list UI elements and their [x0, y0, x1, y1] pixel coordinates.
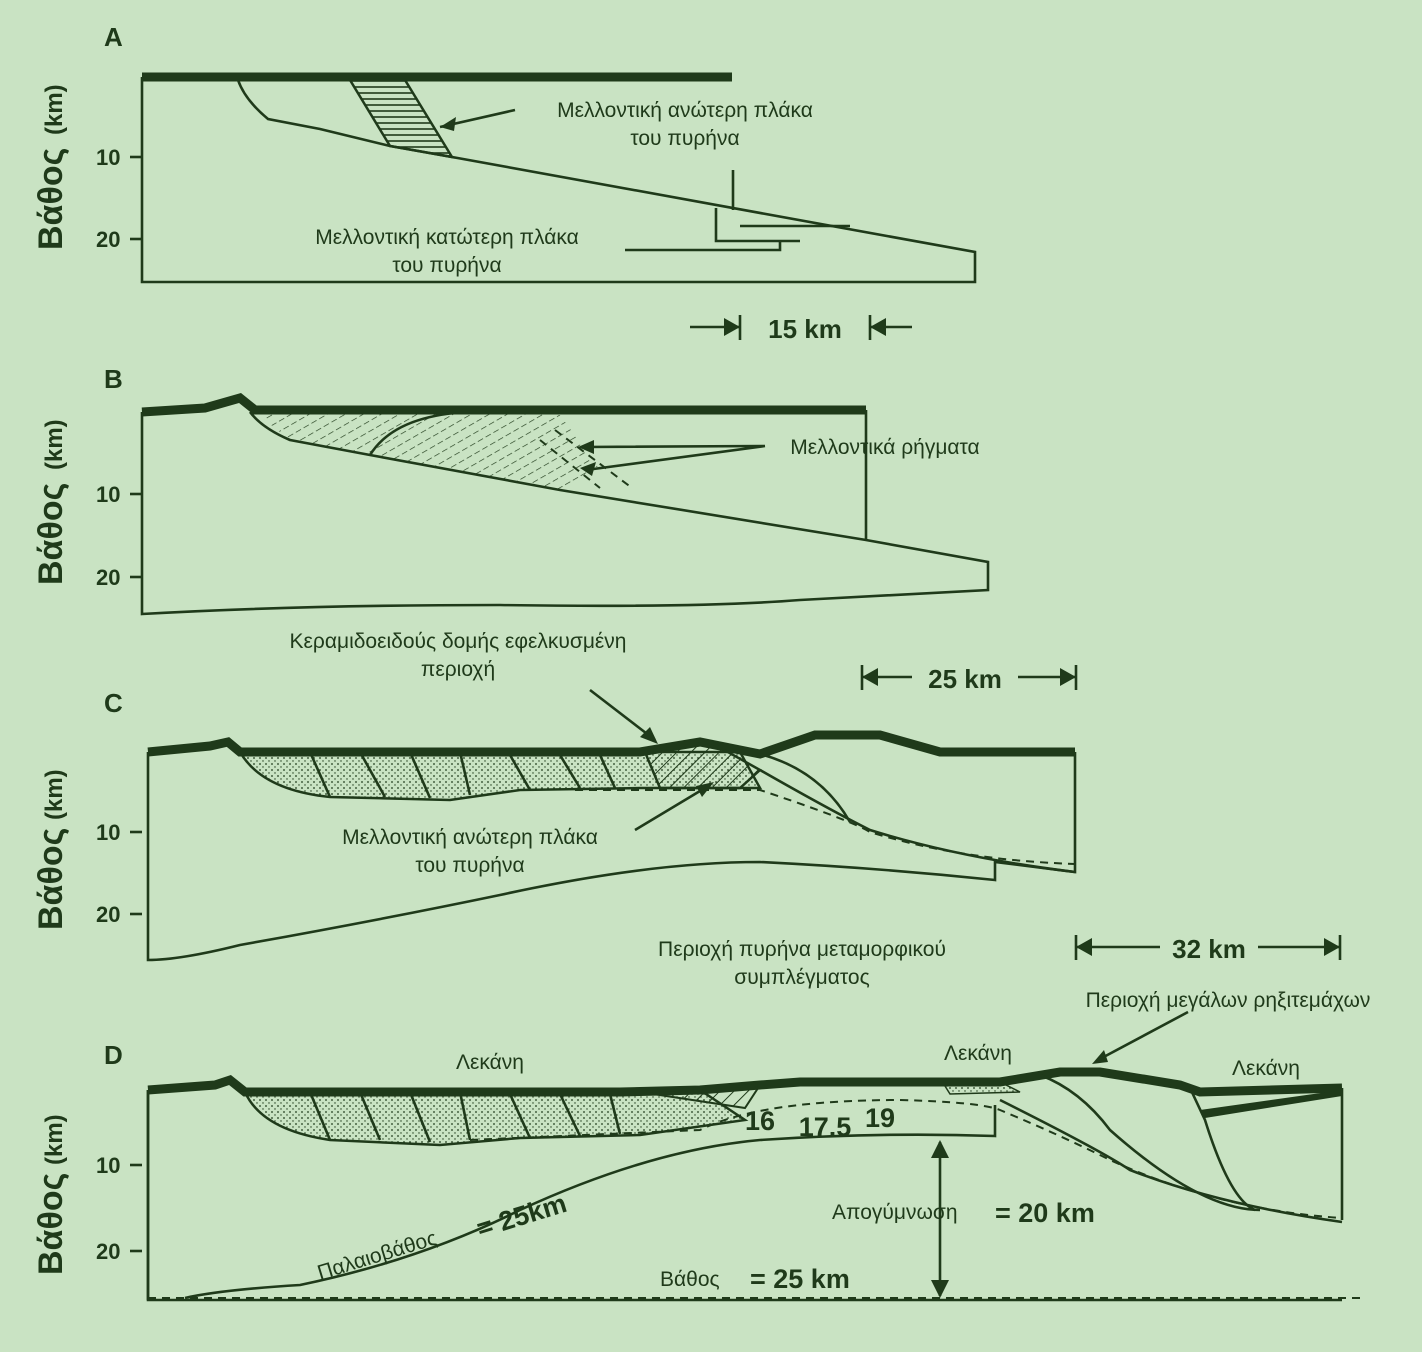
panel-c-core-label-1: Περιοχή πυρήνα μεταμορφικού: [658, 938, 946, 961]
panel-c-upper-label-1: Μελλοντική ανώτερη πλάκα: [342, 826, 598, 849]
panel-a-upper-label-1: Μελλοντική ανώτερη πλάκα: [557, 99, 813, 122]
panel-d-depth-16: 16: [745, 1106, 775, 1136]
panel-a-axis: Βάθος (km) 10 20: [32, 84, 142, 252]
panel-c-axis-title: Βάθος: [32, 828, 70, 930]
panel-b-axis: Βάθος (km) 10 20: [32, 419, 142, 590]
panel-b-letter: B: [104, 364, 123, 394]
panel-b-hatched-left: [255, 412, 450, 455]
panel-d-surface: [147, 1067, 1343, 1097]
panel-c-axis-unit: (km): [41, 769, 68, 820]
panel-b-surface: [141, 393, 866, 417]
panel-c-block-outline: [146, 752, 1077, 962]
panel-d-detachment-dashed: [469, 1098, 1343, 1219]
panel-b-main-fault: [368, 410, 471, 456]
panel-c: C Βάθος (km) 10 20 Μελλοντική ανώτερη πλ…: [32, 688, 1342, 989]
panel-b-tile-label-2: περιοχή: [421, 658, 495, 681]
panel-c-upper-arrow: [634, 783, 711, 832]
panel-a: A Βάθος (km) 10 20 Μελλοντική ανώτερη πλ…: [32, 22, 977, 344]
panel-c-axis: Βάθος (km) 10 20: [32, 769, 142, 930]
panel-d-basin-3: Λεκάνη: [1232, 1057, 1300, 1080]
panel-a-axis-unit: (km): [41, 84, 68, 135]
panel-d-detachment: [999, 1098, 1343, 1224]
panel-c-tick-10: 10: [96, 820, 120, 845]
panel-d-core-surface: [184, 1105, 997, 1300]
scale-b-label: 25 km: [928, 664, 1002, 694]
scale-b: 25 km: [860, 664, 1078, 694]
panel-d-depth-label: Βάθος: [660, 1268, 720, 1291]
panel-d-paleo-value: = 25km: [473, 1188, 570, 1244]
panel-d-basin-fill: [1200, 1090, 1342, 1118]
panel-d-denud-label: Απογύμνωση: [832, 1201, 958, 1224]
panel-c-tick-20: 20: [96, 902, 120, 927]
panel-d-depth-17-5: 17.5: [799, 1112, 852, 1142]
panel-a-axis-title: Βάθος: [32, 148, 70, 250]
panel-b-fault-arrows: [582, 444, 766, 472]
panel-d-axis-unit: (km): [41, 1114, 68, 1165]
panel-a-lower-plate-bracket: [714, 208, 800, 243]
panel-d-depth-value: = 25 km: [750, 1264, 850, 1294]
panel-d-paleo-label: Παλαιοβάθος: [315, 1227, 440, 1285]
scale-c: 32 km: [1074, 934, 1342, 964]
panel-d-letter: D: [104, 1040, 123, 1070]
panel-c-detachment: [759, 768, 1076, 874]
panel-d-depth-19: 19: [865, 1103, 895, 1133]
panel-d-sides: [146, 1088, 1344, 1300]
panel-b: B Βάθος (km) 10 20 Μελλοντικά ρήγματα Κε…: [32, 364, 1078, 694]
panel-c-detachment-dashed: [575, 789, 1076, 865]
panel-d-axis: Βάθος (km) 10 20: [32, 1114, 142, 1275]
panel-c-surface: [147, 730, 1075, 759]
panel-b-tick-10: 10: [96, 482, 120, 507]
scale-c-label: 32 km: [1172, 934, 1246, 964]
panel-c-tile-arrow: [589, 688, 656, 742]
panel-b-hatched-right: [370, 412, 600, 490]
panel-a-lower-label-2: του πυρήνα: [392, 254, 501, 277]
panel-d-fault-1: [1039, 1073, 1261, 1212]
scale-a-label: 15 km: [768, 314, 842, 344]
panel-c-letter: C: [104, 688, 123, 718]
panel-b-axis-unit: (km): [41, 419, 68, 470]
panel-d-blocks-arrow: [1097, 1010, 1189, 1062]
panel-c-fault: [759, 752, 852, 823]
panel-d-basin-1: Λεκάνη: [456, 1051, 524, 1074]
panel-d-blocks-label: Περιοχή μεγάλων ρηξιτεμάχων: [1086, 989, 1371, 1012]
panel-d: D Βάθος (km) 10 20 Περιοχή μεγάλων ρηξιτ…: [32, 989, 1371, 1302]
panel-b-faults-label: Μελλοντικά ρήγματα: [790, 436, 979, 459]
panel-d-tick-20: 20: [96, 1239, 120, 1264]
panel-d-basin-2: Λεκάνη: [944, 1042, 1012, 1065]
panel-c-upper-plate-block: [643, 740, 763, 790]
panel-d-axis-title: Βάθος: [32, 1173, 70, 1275]
panel-a-upper-label-2: του πυρήνα: [630, 127, 739, 150]
panel-a-tick-10: 10: [96, 145, 120, 170]
panel-d-block-faults: [308, 1091, 622, 1143]
panel-b-axis-title: Βάθος: [32, 483, 70, 585]
panel-b-future-faults: [539, 429, 633, 489]
panel-c-upper-label-2: του πυρήνα: [415, 854, 524, 877]
panel-a-block-outline: [140, 77, 977, 284]
panel-a-tick-20: 20: [96, 227, 120, 252]
panel-c-tilted-blocks: [237, 750, 763, 802]
panel-d-denud-value: = 20 km: [995, 1198, 1095, 1228]
panel-d-tick-10: 10: [96, 1153, 120, 1178]
panel-b-tick-20: 20: [96, 565, 120, 590]
panel-a-letter: A: [104, 22, 123, 52]
panel-b-block-outline: [140, 411, 990, 616]
scale-a: 15 km: [690, 314, 912, 344]
panel-c-core-label-2: συμπλέγματος: [734, 966, 869, 989]
panel-a-lower-leader: [625, 241, 782, 252]
panel-a-upper-plate-block: [347, 78, 455, 159]
panel-b-tile-label-1: Κεραμιδοειδούς δομής εφελκυσμένη: [290, 630, 627, 653]
panel-a-lower-label-1: Μελλοντική κατώτερη πλάκα: [315, 226, 578, 249]
panel-c-block-faults: [308, 751, 617, 799]
